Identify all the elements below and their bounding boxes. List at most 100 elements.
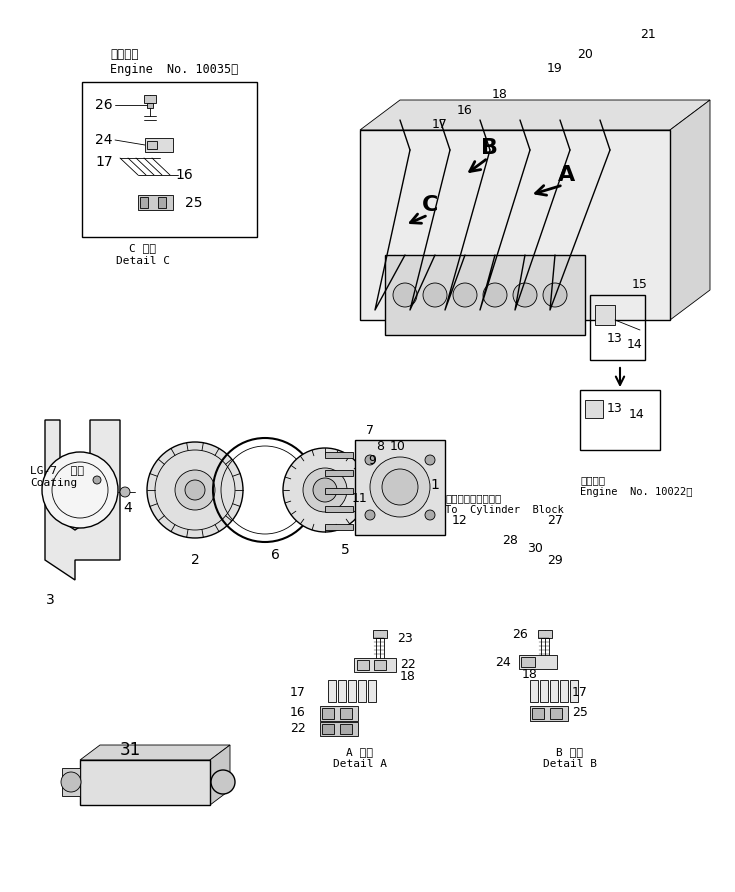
- Text: 16: 16: [290, 706, 306, 720]
- Text: 21: 21: [640, 29, 656, 42]
- Bar: [325, 470, 353, 476]
- Text: 1: 1: [431, 478, 440, 492]
- Text: 9: 9: [368, 453, 376, 467]
- Polygon shape: [360, 100, 710, 130]
- Text: 22: 22: [400, 658, 416, 672]
- Bar: [373, 630, 387, 638]
- Text: Coating: Coating: [30, 478, 77, 488]
- Bar: [532, 708, 544, 719]
- Text: To  Cylinder  Block: To Cylinder Block: [445, 505, 564, 515]
- Bar: [530, 680, 538, 702]
- Circle shape: [370, 457, 430, 517]
- Bar: [374, 660, 386, 670]
- Text: 14: 14: [627, 338, 643, 351]
- Text: 20: 20: [577, 48, 593, 62]
- Bar: [325, 488, 353, 494]
- Text: 16: 16: [175, 168, 193, 182]
- Text: 11: 11: [352, 491, 368, 505]
- Text: C: C: [422, 195, 438, 215]
- Bar: [360, 130, 670, 320]
- Circle shape: [283, 448, 367, 532]
- Bar: [140, 197, 148, 208]
- Circle shape: [185, 480, 205, 500]
- Text: 28: 28: [502, 533, 518, 547]
- Text: 6: 6: [270, 548, 279, 562]
- Bar: [147, 103, 153, 108]
- Bar: [540, 680, 548, 702]
- Bar: [550, 708, 562, 719]
- Text: 13: 13: [607, 401, 623, 415]
- Bar: [538, 630, 552, 638]
- Text: 17: 17: [95, 155, 112, 169]
- Bar: [145, 138, 173, 152]
- Bar: [325, 524, 353, 530]
- Bar: [541, 638, 549, 660]
- Bar: [340, 724, 352, 734]
- Circle shape: [93, 476, 101, 484]
- Bar: [368, 680, 376, 702]
- Text: 5: 5: [340, 543, 349, 557]
- Bar: [521, 657, 535, 667]
- Bar: [354, 658, 396, 672]
- Text: Detail A: Detail A: [333, 759, 387, 769]
- Text: C 詳細: C 詳細: [129, 243, 157, 253]
- Text: 25: 25: [572, 706, 588, 720]
- Circle shape: [393, 283, 417, 307]
- Text: 13: 13: [607, 332, 623, 344]
- Circle shape: [365, 455, 375, 465]
- Text: 8: 8: [376, 441, 384, 453]
- Bar: [348, 680, 356, 702]
- Circle shape: [61, 772, 81, 792]
- Circle shape: [543, 283, 567, 307]
- Text: 17: 17: [290, 685, 306, 698]
- Text: 18: 18: [492, 88, 508, 102]
- Text: 16: 16: [457, 103, 473, 117]
- Polygon shape: [210, 745, 230, 805]
- Polygon shape: [80, 745, 230, 760]
- Bar: [325, 506, 353, 512]
- Bar: [355, 440, 445, 535]
- Circle shape: [147, 442, 243, 538]
- Text: Engine  No. 10022～: Engine No. 10022～: [580, 487, 692, 497]
- Bar: [322, 724, 334, 734]
- Text: 12: 12: [452, 514, 468, 526]
- Circle shape: [483, 283, 507, 307]
- Text: B: B: [481, 138, 498, 158]
- Text: 31: 31: [119, 741, 140, 759]
- Text: 24: 24: [495, 656, 511, 668]
- Text: 17: 17: [432, 119, 448, 131]
- Text: B 詳細: B 詳細: [556, 747, 584, 757]
- Text: 14: 14: [629, 409, 645, 422]
- Bar: [580, 390, 660, 450]
- Circle shape: [425, 510, 435, 520]
- Circle shape: [425, 455, 435, 465]
- Bar: [80, 760, 210, 805]
- Bar: [158, 197, 166, 208]
- Text: Detail C: Detail C: [116, 256, 170, 266]
- Circle shape: [175, 470, 215, 510]
- Circle shape: [303, 468, 347, 512]
- Bar: [147, 141, 157, 149]
- Circle shape: [382, 469, 418, 505]
- Text: 10: 10: [390, 441, 406, 453]
- Bar: [550, 680, 558, 702]
- Text: 25: 25: [185, 196, 203, 210]
- Bar: [570, 680, 578, 702]
- Bar: [358, 680, 366, 702]
- Text: 18: 18: [400, 671, 416, 683]
- Polygon shape: [45, 420, 120, 580]
- Circle shape: [513, 283, 537, 307]
- Text: LG-7  塗布: LG-7 塗布: [30, 465, 84, 475]
- Bar: [340, 708, 352, 719]
- Text: A: A: [559, 165, 576, 185]
- Text: 3: 3: [46, 593, 54, 607]
- Text: 29: 29: [547, 554, 563, 566]
- Text: A 詳細: A 詳細: [346, 747, 373, 757]
- Bar: [376, 638, 384, 660]
- Text: 適用号機: 適用号機: [580, 475, 605, 485]
- Text: 26: 26: [512, 629, 528, 641]
- Text: 18: 18: [522, 668, 538, 681]
- Bar: [144, 95, 156, 103]
- Text: 23: 23: [397, 632, 413, 645]
- Circle shape: [120, 487, 130, 497]
